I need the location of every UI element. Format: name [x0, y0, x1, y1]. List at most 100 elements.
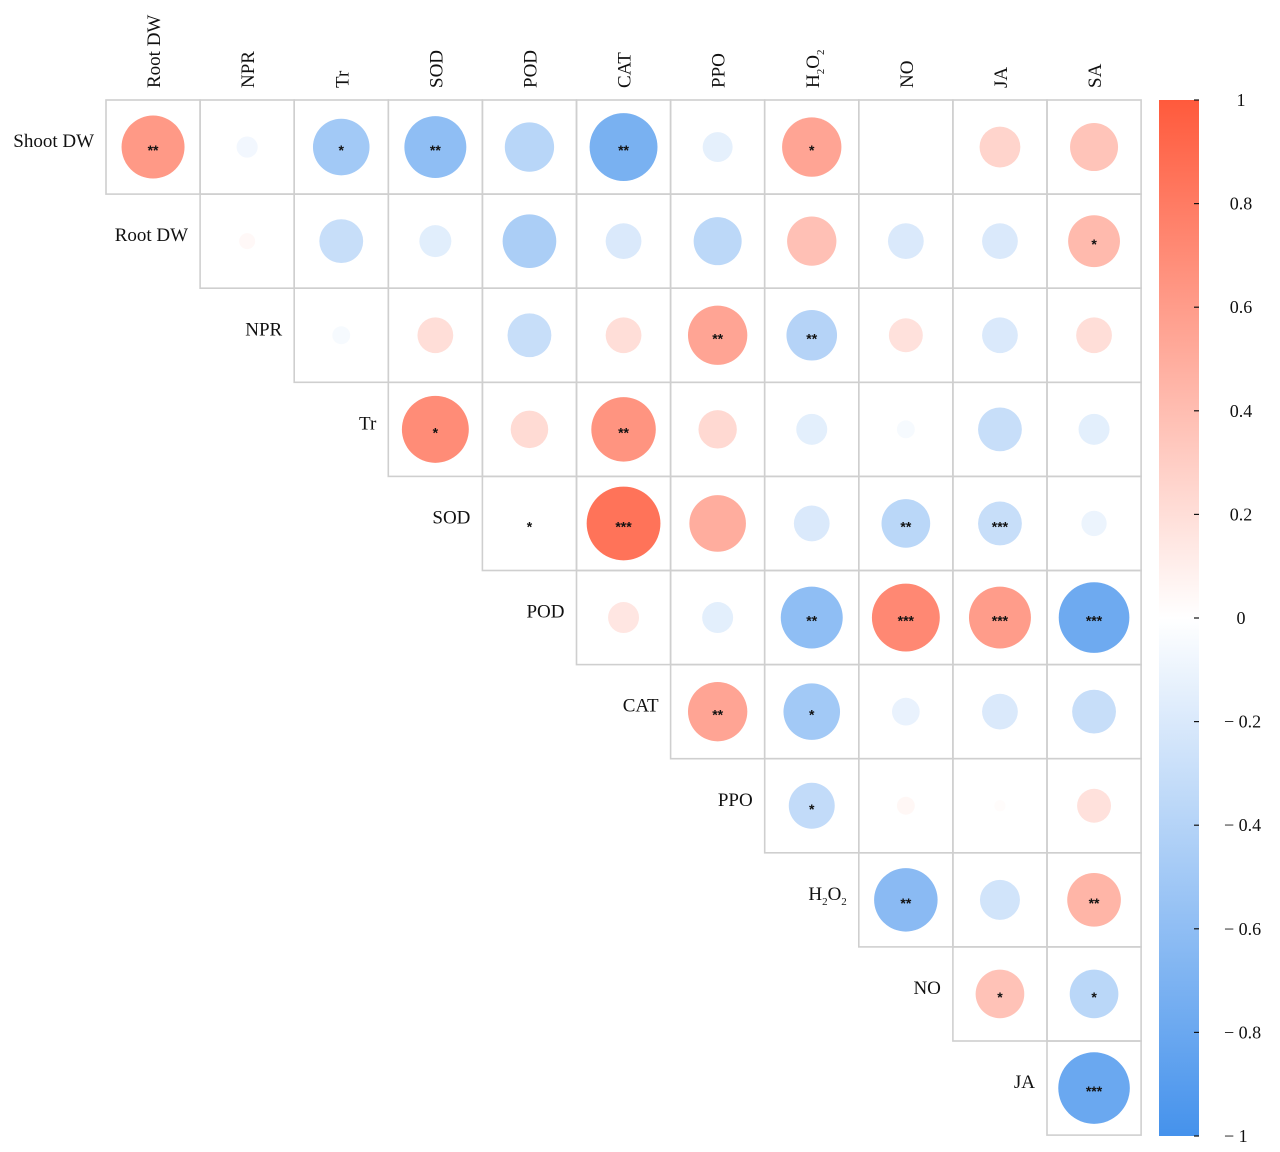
row-label: JA: [1014, 1072, 1035, 1093]
colorbar-tick-label: 0.4: [1230, 401, 1253, 421]
column-label: SOD: [426, 50, 447, 88]
correlation-circle: [586, 486, 661, 561]
circle-layer: ** * ** ** **** *** *** *** ** ***** *** *** ***** **…: [121, 113, 1130, 1124]
correlation-circle: [1068, 215, 1120, 268]
correlation-circle: [1081, 510, 1107, 537]
correlation-circle: [787, 216, 837, 266]
correlation-circle: [1072, 689, 1116, 734]
column-label: Root DW: [144, 15, 165, 88]
row-label: NPR: [245, 319, 282, 340]
row-label: Shoot DW: [13, 131, 94, 152]
correlation-circle: [1067, 873, 1121, 927]
correlation-circle: [605, 317, 642, 354]
correlation-circle: [782, 117, 842, 177]
correlation-circle: [121, 115, 185, 179]
significance-mark: *: [527, 518, 533, 534]
correlation-circle: [702, 132, 733, 163]
correlation-circle: [881, 499, 931, 548]
correlation-circle: [605, 223, 642, 260]
correlation-circle: [239, 233, 256, 250]
significance-mark: **: [806, 613, 817, 629]
colorbar-tick-label: − 1: [1224, 1126, 1248, 1146]
row-label: SOD: [432, 507, 470, 528]
correlation-circle: [236, 136, 258, 158]
correlation-circle: [693, 217, 742, 266]
significance-mark: *: [339, 142, 345, 158]
significance-mark: *: [1091, 236, 1097, 252]
significance-mark: *: [809, 707, 815, 723]
significance-mark: ***: [992, 518, 1009, 534]
row-label: NO: [913, 978, 940, 999]
significance-mark: ***: [992, 613, 1009, 629]
significance-mark: *: [997, 989, 1003, 1005]
correlation-circle: [979, 879, 1020, 920]
correlation-circle: [502, 214, 557, 268]
row-label: Tr: [359, 413, 377, 434]
significance-mark: **: [712, 707, 723, 723]
correlation-circle: [591, 397, 656, 462]
correlation-circle: [319, 219, 364, 264]
correlation-circle: [417, 317, 454, 354]
correlation-circle: [689, 495, 746, 552]
correlation-circle: [312, 118, 370, 176]
correlation-circle: [786, 309, 838, 361]
colorbar-tick-label: 0: [1237, 608, 1246, 628]
correlation-circle: [796, 413, 828, 445]
significance-mark: *: [809, 801, 815, 817]
correlation-circle: [401, 395, 469, 463]
correlation-circle: [887, 223, 924, 260]
correlation-circle: [891, 697, 920, 726]
colorbar: [1159, 100, 1199, 1136]
correlation-circle: [1077, 788, 1112, 823]
correlation-circle: [994, 800, 1006, 812]
significance-mark: ***: [898, 613, 915, 629]
colorbar-layer: 1 0.8 0.6 0.4 0.2 0 − 0.2 − 0.4 − 0.6 − 0.8 − 1: [1159, 90, 1261, 1146]
colorbar-tick-label: − 0.8: [1224, 1022, 1261, 1042]
correlation-circle: [332, 326, 351, 345]
significance-mark: **: [618, 424, 629, 440]
colorbar-tick-label: 0.6: [1230, 297, 1253, 317]
colorbar-tick-label: 0.8: [1230, 194, 1253, 214]
significance-mark: **: [806, 330, 817, 346]
colorbar-tick-label: − 0.2: [1224, 712, 1261, 732]
correlation-circle: [1058, 582, 1130, 653]
column-label: NPR: [238, 51, 259, 88]
correlation-circle: [979, 126, 1021, 168]
correlation-circle: [982, 693, 1018, 730]
correlation-circle: [888, 318, 923, 353]
significance-mark: ***: [1086, 1083, 1103, 1099]
significance-mark: **: [1089, 895, 1100, 911]
grid-cell: [1046, 1040, 1142, 1136]
row-label: H2O2: [808, 884, 846, 908]
correlation-circle: [783, 683, 841, 740]
row-label: Root DW: [115, 225, 188, 246]
label-layer: Root DW NPR Tr SOD POD CAT PPO H2O2 NO JA SA Shoot …: [13, 15, 1106, 1093]
correlation-circle: [982, 317, 1018, 354]
significance-mark: **: [618, 142, 629, 158]
correlation-circle: [780, 586, 843, 649]
row-label: PPO: [718, 790, 753, 811]
significance-mark: ***: [615, 518, 632, 534]
correlation-circle: [968, 586, 1031, 649]
significance-mark: *: [1091, 989, 1097, 1005]
significance-mark: **: [712, 330, 723, 346]
column-label: PPO: [709, 53, 730, 88]
colorbar-tick-label: − 0.6: [1224, 919, 1261, 939]
correlation-circle: [982, 223, 1018, 260]
correlation-circle: [510, 410, 549, 449]
correlation-circle: [687, 681, 748, 742]
correlation-circle: [702, 602, 734, 634]
colorbar-tick-label: 0.2: [1230, 504, 1253, 524]
column-label: H2O2: [803, 50, 827, 88]
column-label: Tr: [332, 70, 353, 88]
correlation-circle: [687, 305, 748, 365]
correlation-circle: [419, 225, 452, 258]
column-label: NO: [897, 61, 918, 88]
significance-mark: **: [900, 518, 911, 534]
grid-cell: [857, 99, 954, 195]
significance-mark: ***: [1086, 613, 1103, 629]
significance-mark: **: [900, 895, 911, 911]
correlation-circle: [978, 501, 1022, 546]
